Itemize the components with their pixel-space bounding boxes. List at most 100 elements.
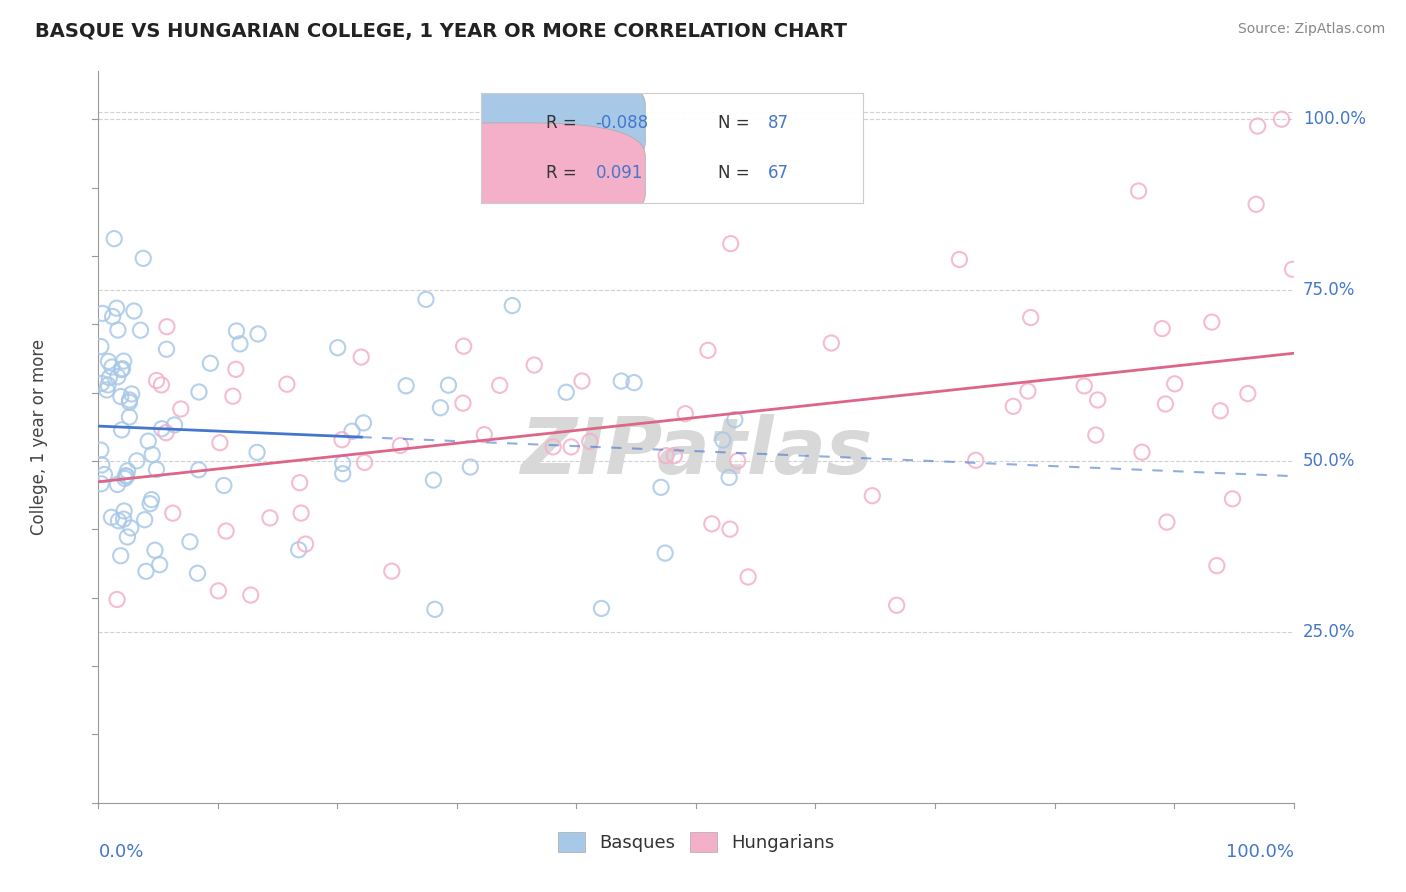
Point — [145, 462, 167, 476]
Point — [1154, 397, 1177, 411]
Point — [541, 440, 564, 454]
Point — [110, 362, 132, 376]
Point — [571, 374, 593, 388]
Point — [655, 449, 678, 463]
Point — [395, 379, 418, 393]
Text: 50.0%: 50.0% — [1303, 452, 1355, 470]
Point — [112, 354, 135, 368]
Point — [150, 378, 173, 392]
Point — [711, 433, 734, 447]
Point — [332, 457, 354, 471]
Point — [332, 467, 354, 481]
Point — [112, 504, 135, 518]
Point — [90, 340, 112, 354]
Point — [697, 343, 720, 358]
Point — [591, 601, 613, 615]
Point — [886, 599, 908, 613]
Point — [664, 449, 686, 463]
Point — [115, 469, 138, 483]
Point — [290, 506, 312, 520]
Point — [246, 445, 269, 459]
Point — [239, 588, 262, 602]
Point — [215, 524, 238, 538]
Text: 75.0%: 75.0% — [1303, 281, 1355, 299]
Point — [100, 510, 122, 524]
Point — [97, 377, 120, 392]
Point — [120, 521, 142, 535]
Point — [107, 477, 129, 491]
Point — [488, 378, 510, 392]
Point — [718, 522, 741, 536]
Point — [453, 339, 475, 353]
Point — [727, 454, 749, 468]
Text: Source: ZipAtlas.com: Source: ZipAtlas.com — [1237, 22, 1385, 37]
Point — [118, 395, 141, 409]
Point — [389, 438, 412, 452]
Point — [110, 390, 132, 404]
Point — [90, 476, 112, 491]
Point — [1237, 386, 1260, 401]
Point — [1130, 445, 1153, 459]
Point — [1271, 112, 1294, 127]
Point — [90, 443, 112, 458]
Point — [610, 374, 633, 388]
Point — [105, 592, 128, 607]
Point — [118, 409, 141, 424]
Point — [143, 543, 166, 558]
Point — [1073, 379, 1095, 393]
Point — [1084, 428, 1107, 442]
Point — [472, 427, 495, 442]
Point — [105, 301, 128, 315]
Legend: Basques, Hungarians: Basques, Hungarians — [550, 824, 842, 860]
Point — [111, 423, 134, 437]
Point — [90, 458, 112, 472]
Point — [650, 480, 672, 494]
Point — [187, 463, 209, 477]
Point — [700, 516, 723, 531]
Point — [149, 558, 172, 572]
Point — [422, 473, 444, 487]
Point — [948, 252, 970, 267]
Point — [560, 440, 582, 454]
Point — [98, 370, 121, 384]
Point — [114, 471, 136, 485]
Point — [107, 369, 129, 384]
Point — [188, 384, 211, 399]
Point — [101, 359, 124, 374]
Point — [1002, 400, 1025, 414]
Point — [225, 362, 247, 376]
Point — [141, 448, 163, 462]
Point — [673, 407, 696, 421]
Point — [103, 232, 125, 246]
Point — [125, 454, 148, 468]
Point — [141, 492, 163, 507]
Point — [117, 464, 139, 478]
Point — [97, 354, 120, 368]
Point — [423, 602, 446, 616]
Text: 25.0%: 25.0% — [1303, 623, 1355, 641]
Point — [229, 337, 252, 351]
Point — [247, 326, 270, 341]
Point — [415, 293, 437, 307]
Point — [155, 343, 177, 357]
Point — [1128, 184, 1150, 198]
Point — [96, 383, 118, 397]
Point — [437, 378, 460, 392]
Point — [737, 570, 759, 584]
Point — [294, 537, 316, 551]
Point — [654, 546, 676, 560]
Point — [429, 401, 451, 415]
Point — [623, 376, 645, 390]
Point — [353, 416, 375, 430]
Point — [121, 387, 143, 401]
Point — [212, 478, 235, 492]
Point — [340, 424, 363, 438]
Point — [1017, 384, 1039, 398]
Point — [90, 376, 112, 391]
Point — [150, 422, 173, 436]
Point — [1201, 315, 1223, 329]
Point — [136, 434, 159, 449]
Point — [1281, 262, 1303, 277]
Point — [381, 564, 404, 578]
Text: BASQUE VS HUNGARIAN COLLEGE, 1 YEAR OR MORE CORRELATION CHART: BASQUE VS HUNGARIAN COLLEGE, 1 YEAR OR M… — [35, 22, 848, 41]
